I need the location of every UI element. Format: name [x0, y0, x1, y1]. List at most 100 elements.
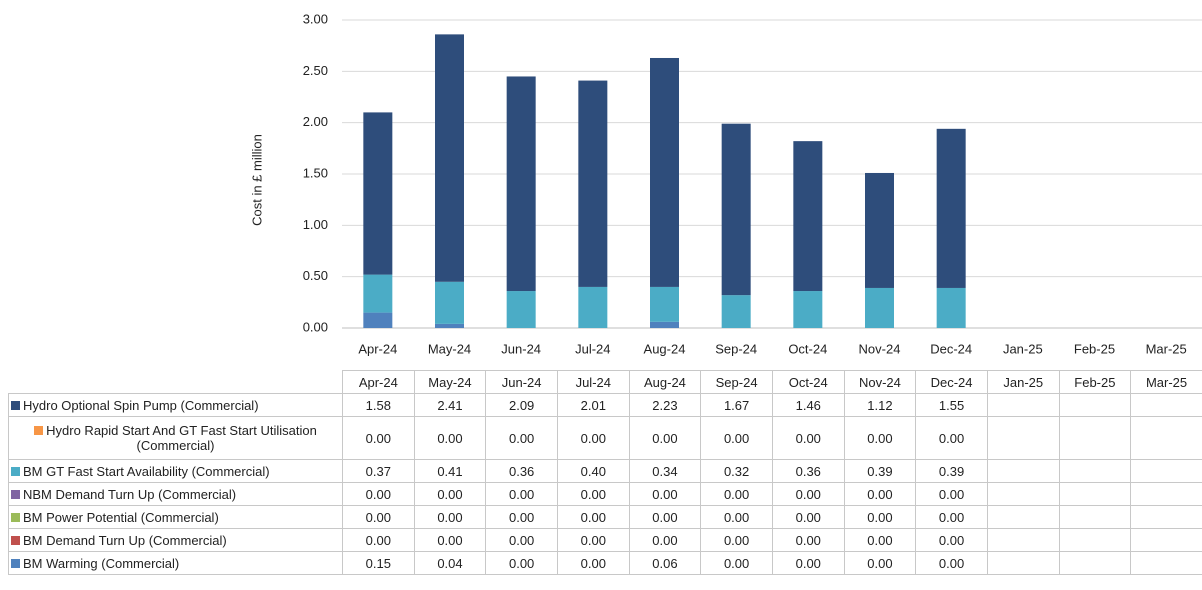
- legend-label: Hydro Optional Spin Pump (Commercial): [23, 397, 259, 413]
- table-cell: 0.00: [485, 551, 558, 575]
- table-cell: [1130, 393, 1202, 417]
- bar-segment: [435, 34, 464, 282]
- legend-label: BM Demand Turn Up (Commercial): [23, 532, 227, 548]
- table-row: BM Demand Turn Up (Commercial) 0.00 0.00 0.…: [8, 528, 1202, 552]
- bar-segment: [936, 128, 966, 288]
- table-cell: [1058, 482, 1132, 506]
- table-cell: 0.00: [915, 482, 988, 506]
- table-cell: [986, 551, 1060, 575]
- legend-cell: NBM Demand Turn Up (Commercial): [8, 482, 343, 506]
- table-header-cell: Apr-24: [342, 370, 415, 394]
- table-cell: 0.00: [556, 505, 630, 529]
- table-cell: 0.00: [485, 528, 558, 552]
- table-cell: 0.00: [413, 482, 487, 506]
- bar-segment: [506, 76, 536, 292]
- x-tick-label: Apr-24: [358, 341, 397, 356]
- x-tick-label: Sep-24: [715, 341, 757, 356]
- legend-label: BM GT Fast Start Availability (Commercia…: [23, 463, 270, 479]
- table-cell: [986, 393, 1060, 417]
- x-tick-label: Feb-25: [1074, 341, 1115, 356]
- table-cell: 1.12: [843, 393, 917, 417]
- table-cell: 0.00: [700, 528, 773, 552]
- table-cell: 0.00: [556, 528, 630, 552]
- table-cell: 0.00: [413, 505, 487, 529]
- table-cell: 0.00: [628, 416, 702, 460]
- table-cell: 0.00: [628, 482, 702, 506]
- legend-cell: BM Demand Turn Up (Commercial): [8, 528, 343, 552]
- table-cell: 0.00: [843, 416, 917, 460]
- table-row: Hydro Optional Spin Pump (Commercial) 1.5…: [8, 393, 1202, 417]
- table-row: BM GT Fast Start Availability (Commercia…: [8, 459, 1202, 483]
- legend-label: BM Warming (Commercial): [23, 555, 180, 571]
- bar-segment: [721, 123, 751, 296]
- table-cell: [1130, 551, 1202, 575]
- legend-swatch: [11, 400, 20, 410]
- table-header-cell: May-24: [413, 370, 487, 394]
- table-cell: 0.34: [628, 459, 702, 483]
- x-tick-label: Dec-24: [930, 341, 972, 356]
- table-cell: 0.00: [628, 505, 702, 529]
- table-row: NBM Demand Turn Up (Commercial) 0.00 0.00 0…: [8, 482, 1202, 506]
- table-cell: [1058, 459, 1132, 483]
- legend-swatch: [11, 558, 20, 568]
- table-cell: 0.00: [843, 551, 917, 575]
- table-header-cell: Jun-24: [485, 370, 558, 394]
- table-cell: 0.00: [556, 416, 630, 460]
- legend-swatch: [11, 535, 20, 545]
- bar-segment: [363, 112, 393, 275]
- table-cell: 0.00: [771, 551, 845, 575]
- table-header-cell: Jul-24: [556, 370, 630, 394]
- table-header-cell: Mar-25: [1130, 370, 1202, 394]
- table-cell: 0.37: [342, 459, 415, 483]
- legend-cell: Hydro Rapid Start And GT Fast Start Util…: [8, 416, 343, 460]
- bar-segment: [721, 295, 751, 328]
- table-header-cell: Feb-25: [1058, 370, 1132, 394]
- bar-segment: [650, 321, 679, 328]
- bar-segment: [363, 274, 393, 313]
- bar-segment: [936, 287, 966, 328]
- y-axis-title: Cost in £ million: [249, 134, 264, 226]
- table-cell: 0.39: [915, 459, 988, 483]
- table-cell: 0.00: [628, 528, 702, 552]
- table-cell: [986, 528, 1060, 552]
- y-tick-label: 1.00: [303, 217, 328, 232]
- table-header-row: Apr-24 May-24 Jun-24 Jul-24 Aug-24 Sep-24 Oct-…: [9, 370, 1202, 394]
- table-header-cell: Sep-24: [700, 370, 773, 394]
- legend-cell: BM Power Potential (Commercial): [8, 505, 343, 529]
- table-cell: 0.36: [485, 459, 558, 483]
- y-tick-label: 1.50: [303, 165, 328, 180]
- x-tick-label: Aug-24: [644, 341, 686, 356]
- y-tick-label: 0.00: [303, 319, 328, 334]
- bar-segment: [650, 57, 679, 287]
- bar-segment: [506, 291, 536, 328]
- table-cell: 0.00: [485, 505, 558, 529]
- table-header-cell: Aug-24: [628, 370, 702, 394]
- legend-label: NBM Demand Turn Up (Commercial): [23, 486, 237, 502]
- table-cell: [986, 459, 1060, 483]
- table-cell: 0.15: [342, 551, 415, 575]
- table-cell: 0.00: [700, 416, 773, 460]
- table-cell: [1058, 416, 1132, 460]
- table-cell: 1.46: [771, 393, 845, 417]
- table-cell: 2.09: [485, 393, 558, 417]
- table-cell: 0.00: [843, 505, 917, 529]
- table-cell: 0.41: [413, 459, 487, 483]
- table-cell: 0.00: [556, 482, 630, 506]
- legend-swatch: [11, 489, 20, 499]
- bar-segment: [435, 281, 464, 324]
- bar-segment: [793, 291, 823, 328]
- table-cell: 0.00: [413, 528, 487, 552]
- table-cell: [1058, 505, 1132, 529]
- table-cell: [1058, 393, 1132, 417]
- bar-segment: [793, 141, 823, 292]
- table-cell: 0.40: [556, 459, 630, 483]
- table-cell: 0.36: [771, 459, 845, 483]
- x-tick-label: Jan-25: [1003, 341, 1043, 356]
- table-cell: 0.00: [700, 482, 773, 506]
- x-tick-label: Jul-24: [575, 341, 610, 356]
- table-cell: 0.00: [342, 482, 415, 506]
- table-cell: 0.00: [771, 505, 845, 529]
- table-cell: [1058, 551, 1132, 575]
- legend-swatch: [11, 512, 20, 522]
- table-row: BM Warming (Commercial) 0.15 0.04 0.00 0.00 0…: [8, 551, 1202, 575]
